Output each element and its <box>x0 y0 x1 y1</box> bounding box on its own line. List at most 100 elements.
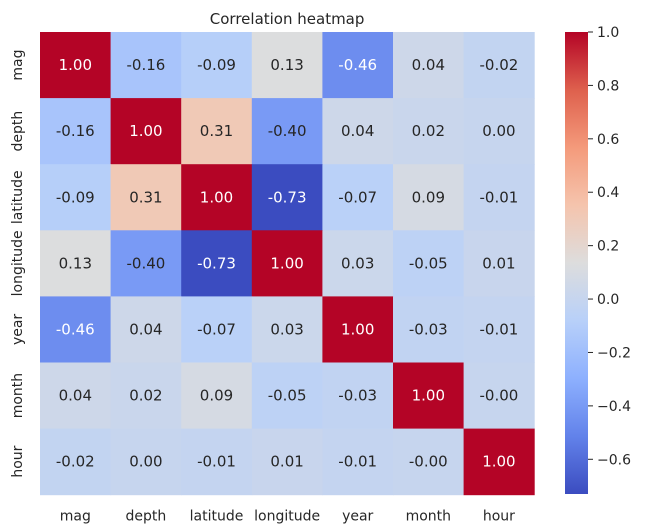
cell-value-label-month-longitude: -0.05 <box>268 387 307 405</box>
cell-value-label-hour-year: -0.01 <box>338 453 377 471</box>
cell-value-label-latitude-longitude: -0.73 <box>268 188 307 206</box>
cell-value-label-mag-month: 0.04 <box>412 56 445 74</box>
colorbar-tick-label: 0.4 <box>597 185 619 201</box>
heatmap-cell-longitude-longitude <box>251 230 323 297</box>
cell-value-label-latitude-mag: -0.09 <box>56 188 95 206</box>
heatmap-cell-month-longitude <box>251 362 323 430</box>
heatmap-cell-mag-mag <box>40 32 112 99</box>
cell-value-label-depth-month: 0.02 <box>412 122 445 140</box>
heatmap-cell-month-mag <box>40 362 112 430</box>
heatmap-cell-hour-hour <box>463 428 535 496</box>
cell-value-label-year-year: 1.00 <box>341 320 374 338</box>
heatmap-cell-longitude-month <box>393 230 465 297</box>
cell-value-label-longitude-month: -0.05 <box>409 254 448 272</box>
heatmap-cell-latitude-year <box>322 164 394 231</box>
cell-value-label-depth-year: 0.04 <box>341 122 374 140</box>
cell-value-label-year-hour: -0.01 <box>479 320 518 338</box>
cell-value-label-mag-year: -0.46 <box>338 56 377 74</box>
heatmap-cell-longitude-year <box>322 230 394 297</box>
colorbar-tick-label: 0.8 <box>597 78 619 94</box>
colorbar-tick-label: 1.0 <box>597 25 619 41</box>
y-tick-label-hour: hour <box>10 445 26 477</box>
heatmap-cell-year-depth <box>110 296 182 363</box>
heatmap-cell-hour-year <box>322 428 394 496</box>
colorbar-tick-label: 0.6 <box>597 132 619 148</box>
cell-value-label-year-latitude: -0.07 <box>197 320 236 338</box>
heatmap-cell-latitude-longitude <box>251 164 323 231</box>
cell-value-label-month-depth: 0.02 <box>129 387 162 405</box>
cell-value-label-longitude-year: 0.03 <box>341 254 374 272</box>
cell-value-label-latitude-latitude: 1.00 <box>200 188 233 206</box>
heatmap-cell-mag-longitude <box>251 32 323 99</box>
heatmap-cell-year-latitude <box>181 296 253 363</box>
cell-value-label-hour-latitude: -0.01 <box>197 453 236 471</box>
heatmap-cell-depth-depth <box>110 98 182 165</box>
cell-value-label-hour-hour: 1.00 <box>482 453 515 471</box>
colorbar-tick-label: 0.2 <box>597 239 619 255</box>
cell-value-label-depth-longitude: -0.40 <box>268 122 307 140</box>
heatmap-cell-month-month <box>393 362 465 430</box>
cell-value-label-longitude-latitude: -0.73 <box>197 254 236 272</box>
heatmap-cell-longitude-depth <box>110 230 182 297</box>
colorbar-tick-label: −0.6 <box>597 452 631 468</box>
heatmap-cell-year-hour <box>463 296 535 363</box>
cell-value-label-hour-depth: 0.00 <box>129 453 162 471</box>
heatmap-cell-year-longitude <box>251 296 323 363</box>
heatmap-cell-longitude-mag <box>40 230 112 297</box>
heatmap-cell-longitude-latitude <box>181 230 253 297</box>
cell-value-label-mag-mag: 1.00 <box>59 56 92 74</box>
cell-value-label-month-year: -0.03 <box>338 387 377 405</box>
heatmap-cell-depth-longitude <box>251 98 323 165</box>
cell-value-label-hour-longitude: 0.01 <box>270 453 303 471</box>
y-tick-label-month: month <box>10 373 26 418</box>
colorbar-tick-label: 0.0 <box>597 292 619 308</box>
heatmap-cell-mag-hour <box>463 32 535 99</box>
heatmap-cell-month-latitude <box>181 362 253 430</box>
heatmap-cell-hour-latitude <box>181 428 253 496</box>
cell-value-label-hour-month: -0.00 <box>409 453 448 471</box>
heatmap-cell-hour-month <box>393 428 465 496</box>
cell-value-label-year-month: -0.03 <box>409 320 448 338</box>
cell-value-label-year-longitude: 0.03 <box>270 320 303 338</box>
cell-value-label-month-latitude: 0.09 <box>200 387 233 405</box>
heatmap-cell-longitude-hour <box>463 230 535 297</box>
cell-value-label-hour-mag: -0.02 <box>56 453 95 471</box>
heatmap-cell-hour-depth <box>110 428 182 496</box>
cell-value-label-month-hour: -0.00 <box>479 387 518 405</box>
cell-value-label-longitude-hour: 0.01 <box>482 254 515 272</box>
y-tick-label-mag: mag <box>10 49 26 80</box>
x-tick-label-latitude: latitude <box>190 509 244 525</box>
cell-value-label-longitude-longitude: 1.00 <box>270 254 303 272</box>
cell-value-label-mag-longitude: 0.13 <box>270 56 303 74</box>
cell-value-label-longitude-mag: 0.13 <box>59 254 92 272</box>
colorbar-tick-label: −0.4 <box>597 399 631 415</box>
cell-value-label-depth-latitude: 0.31 <box>200 122 233 140</box>
cell-value-label-mag-depth: -0.16 <box>126 56 165 74</box>
heatmap-cell-depth-latitude <box>181 98 253 165</box>
cell-value-label-latitude-depth: 0.31 <box>129 188 162 206</box>
cell-value-label-month-month: 1.00 <box>412 387 445 405</box>
cell-value-label-depth-hour: 0.00 <box>482 122 515 140</box>
y-tick-label-depth: depth <box>10 111 26 152</box>
cell-value-label-mag-hour: -0.02 <box>479 56 518 74</box>
heatmap-cell-depth-hour <box>463 98 535 165</box>
heatmap-cell-mag-latitude <box>181 32 253 99</box>
heatmap-cell-latitude-month <box>393 164 465 231</box>
y-tick-label-latitude: latitude <box>10 170 26 224</box>
heatmap-cell-depth-month <box>393 98 465 165</box>
heatmap-cell-hour-mag <box>40 428 112 496</box>
heatmap-cell-mag-year <box>322 32 394 99</box>
heatmap-cell-latitude-mag <box>40 164 112 231</box>
heatmap-cell-year-year <box>322 296 394 363</box>
cell-value-label-latitude-year: -0.07 <box>338 188 377 206</box>
heatmap-cell-hour-longitude <box>251 428 323 496</box>
heatmap-cell-month-hour <box>463 362 535 430</box>
x-tick-label-month: month <box>406 509 451 525</box>
x-tick-label-longitude: longitude <box>254 509 320 525</box>
x-tick-label-hour: hour <box>483 509 515 525</box>
chart-title: Correlation heatmap <box>210 10 365 28</box>
heatmap-cell-depth-mag <box>40 98 112 165</box>
cell-value-label-longitude-depth: -0.40 <box>126 254 165 272</box>
heatmap-cells: 1.00 -0.16 -0.09 0.13 -0.46 0.04 -0.02 -0.16 1.0… <box>40 32 535 496</box>
